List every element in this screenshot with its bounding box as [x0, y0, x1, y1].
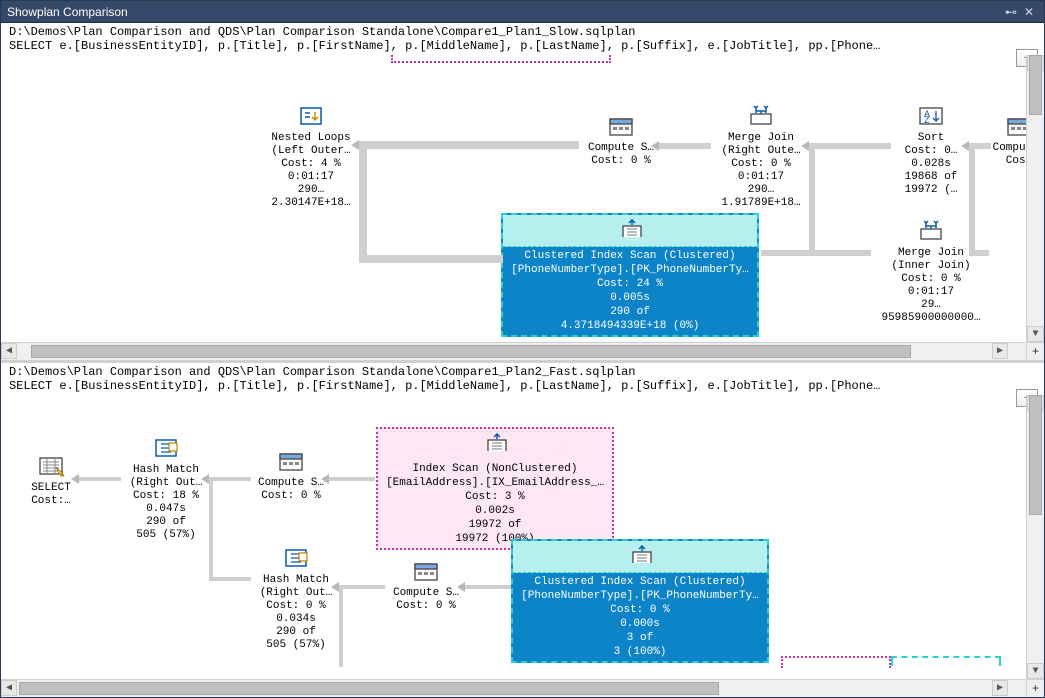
arrow-head-icon	[71, 474, 79, 484]
arrow	[339, 589, 343, 667]
window-title: Showplan Comparison	[7, 5, 1002, 19]
scroll-thumb[interactable]	[1029, 55, 1042, 115]
sort-icon	[917, 105, 945, 127]
arrow-head-icon	[801, 141, 809, 151]
scroll-down-icon[interactable]: ▼	[1027, 326, 1044, 342]
scroll-down-icon[interactable]: ▼	[1027, 663, 1044, 679]
arrow	[809, 149, 815, 255]
scroll-thumb[interactable]	[1029, 395, 1042, 515]
arrow-head-icon	[457, 582, 465, 592]
arrow	[809, 143, 891, 149]
scroll-left-icon[interactable]: ◀	[1, 680, 17, 696]
plan2-zoom-button[interactable]: +	[1026, 679, 1044, 697]
op-clustered-index-scan-highlighted[interactable]: Clustered Index Scan (Clustered) [PhoneN…	[501, 213, 759, 337]
compute-icon	[412, 560, 440, 582]
pane-top: D:\Demos\Plan Comparison and QDS\Plan Co…	[1, 23, 1044, 363]
scroll-left-icon[interactable]: ◀	[1, 343, 17, 359]
arrow	[209, 577, 251, 581]
arrow-head-icon	[351, 140, 359, 150]
cix-icon-header	[503, 215, 757, 247]
compute-icon	[607, 115, 635, 137]
nested-loops-icon	[297, 105, 325, 127]
plan2-horizontal-scrollbar[interactable]: ◀▶	[1, 679, 1026, 697]
plan1-horizontal-scrollbar[interactable]: ◀▶	[1, 342, 1026, 360]
pink-highlight-partial	[391, 55, 611, 63]
arrow	[79, 477, 121, 481]
op-compute-scalar-1[interactable]: Compute S… Cost: 0 %	[581, 115, 661, 168]
op-merge-join-right[interactable]: Merge Join (Right Oute… Cost: 0 % 0:01:1…	[711, 105, 811, 210]
arrow	[359, 149, 367, 259]
compute-icon	[1005, 115, 1026, 137]
arrow	[209, 477, 251, 481]
arrow-head-icon	[331, 582, 339, 592]
plan2-vertical-scrollbar[interactable]: ▲▼	[1026, 395, 1044, 679]
select-icon	[37, 455, 65, 477]
cix-icon-header-2	[513, 541, 767, 573]
plan1-vertical-scrollbar[interactable]: ▲▼	[1026, 55, 1044, 342]
ixscan-icon-header	[378, 429, 612, 460]
arrow	[209, 481, 213, 581]
plan1-path: D:\Demos\Plan Comparison and QDS\Plan Co…	[1, 23, 1044, 39]
scroll-right-icon[interactable]: ▶	[992, 680, 1008, 696]
cyan-highlight-partial	[891, 656, 1001, 666]
arrow	[339, 585, 385, 589]
arrow	[329, 477, 375, 481]
arrow	[359, 141, 579, 149]
arrow-head-icon	[961, 141, 969, 151]
arrow-head-icon	[321, 474, 329, 484]
titlebar: Showplan Comparison ⊷ ✕	[1, 1, 1044, 23]
plan2-query: SELECT e.[BusinessEntityID], p.[Title], …	[1, 379, 1044, 395]
arrow-head-icon	[651, 141, 659, 151]
plan2-path: D:\Demos\Plan Comparison and QDS\Plan Co…	[1, 363, 1044, 379]
merge-icon	[917, 220, 945, 242]
compute-icon	[277, 450, 305, 472]
op-compute-scalar-4[interactable]: Compute S… Cost: 0 %	[386, 560, 466, 613]
scroll-thumb[interactable]	[19, 682, 719, 695]
pin-icon[interactable]: ⊷	[1002, 5, 1020, 19]
plan1-zoom-button[interactable]: +	[1026, 342, 1044, 360]
arrow-head-icon	[201, 474, 209, 484]
plan1-canvas[interactable]: Nested Loops (Left Outer… Cost: 4 % 0:01…	[1, 55, 1026, 342]
arrow	[969, 149, 975, 255]
arrow	[969, 250, 989, 256]
scroll-thumb[interactable]	[31, 345, 911, 358]
pink-highlight-partial-2	[781, 656, 891, 668]
op-hash-match-1[interactable]: Hash Match (Right Out… Cost: 18 % 0.047s…	[121, 437, 211, 542]
close-icon[interactable]: ✕	[1020, 5, 1038, 19]
op-index-scan-highlighted[interactable]: Index Scan (NonClustered) [EmailAddress]…	[376, 427, 614, 550]
op-compute-scalar-3[interactable]: Compute S… Cost: 0 %	[251, 450, 331, 503]
op-hash-match-2[interactable]: Hash Match (Right Out… Cost: 0 % 0.034s …	[251, 547, 341, 652]
arrow	[761, 250, 871, 256]
op-sort[interactable]: Sort Cost: 0… 0.028s 19868 of 19972 (…	[891, 105, 971, 197]
hash-icon	[152, 437, 180, 459]
arrow	[659, 143, 711, 149]
arrow	[359, 255, 503, 263]
pane-bottom: D:\Demos\Plan Comparison and QDS\Plan Co…	[1, 363, 1044, 697]
arrow	[465, 585, 511, 589]
plan2-canvas[interactable]: SELECT Cost:… Hash Match (Right Out… Cos…	[1, 395, 1026, 679]
plan1-query: SELECT e.[BusinessEntityID], p.[Title], …	[1, 39, 1044, 55]
scroll-right-icon[interactable]: ▶	[992, 343, 1008, 359]
op-clustered-index-scan-highlighted-2[interactable]: Clustered Index Scan (Clustered) [PhoneN…	[511, 539, 769, 663]
op-compute-scalar-2[interactable]: Compute… Cos…	[989, 115, 1026, 168]
merge-icon	[747, 105, 775, 127]
hash-icon	[282, 547, 310, 569]
op-nested-loops[interactable]: Nested Loops (Left Outer… Cost: 4 % 0:01…	[261, 105, 361, 210]
